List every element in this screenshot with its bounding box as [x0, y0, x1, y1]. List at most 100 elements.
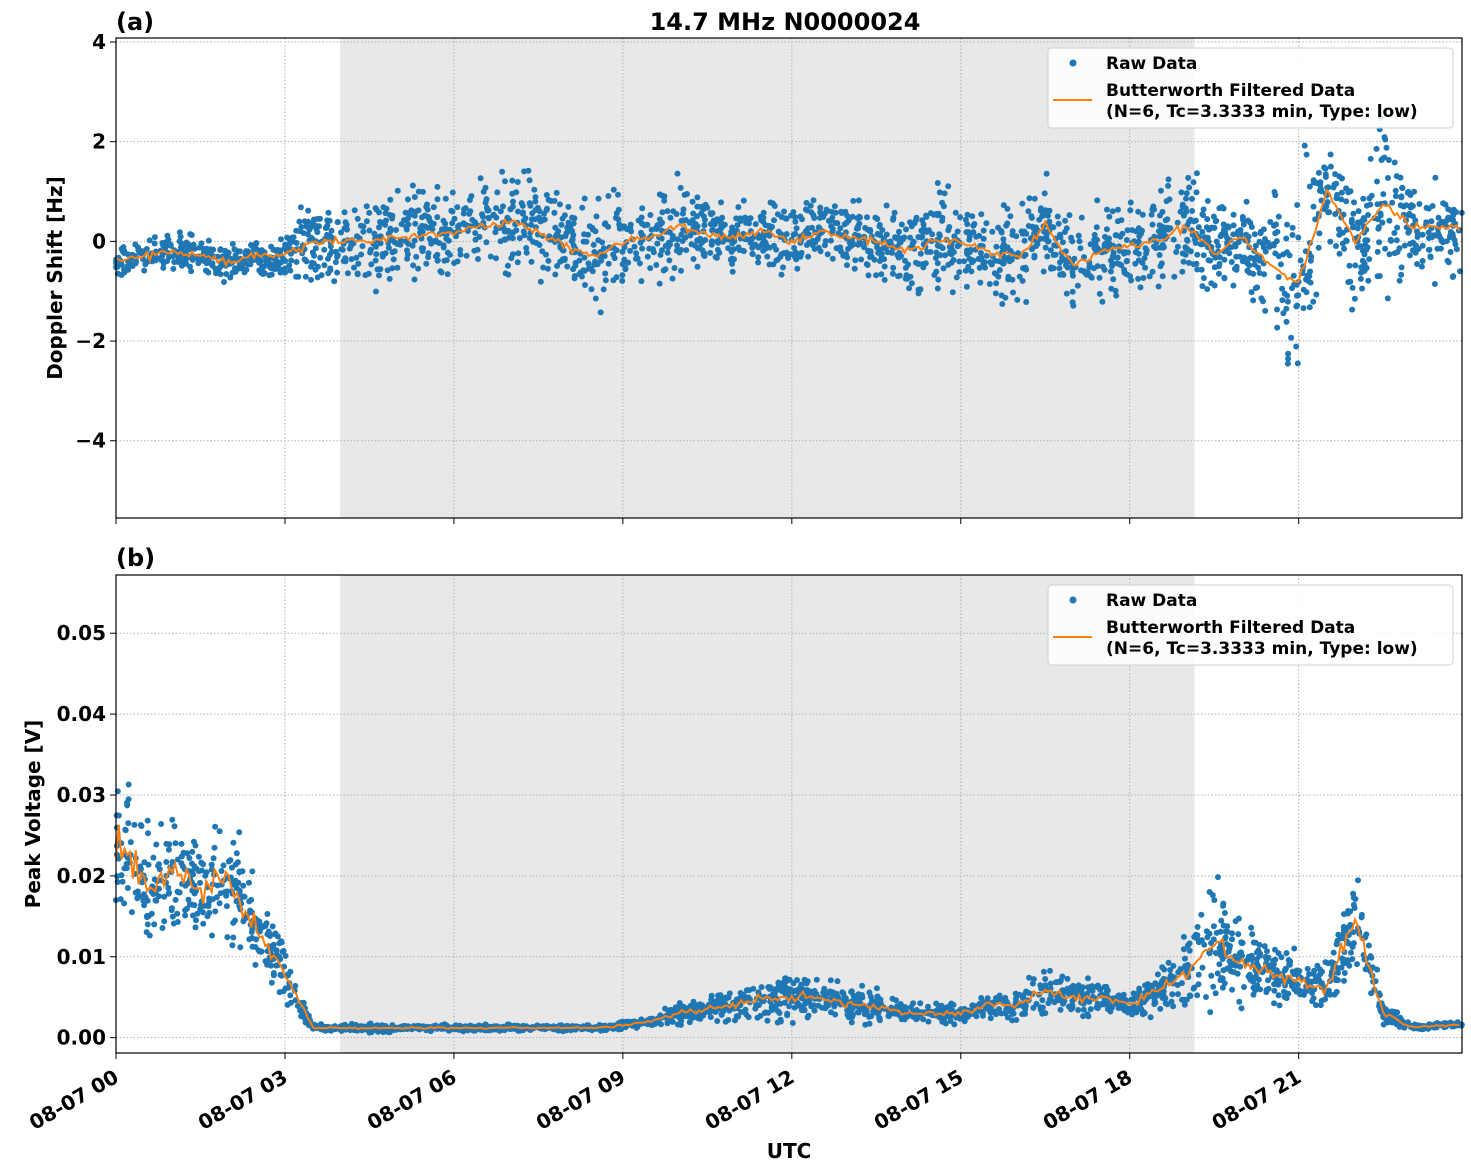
- raw-data-point: [1109, 260, 1116, 267]
- raw-data-point: [771, 217, 777, 224]
- raw-data-point: [1186, 184, 1193, 191]
- raw-data-point: [815, 1002, 822, 1009]
- raw-data-point: [1274, 324, 1281, 331]
- raw-data-point: [743, 1011, 750, 1018]
- raw-data-point: [273, 947, 280, 954]
- raw-data-point: [208, 866, 215, 873]
- raw-data-point: [1248, 289, 1255, 296]
- raw-data-point: [1309, 998, 1316, 1005]
- raw-data-point: [189, 848, 196, 855]
- raw-data-point: [1047, 247, 1054, 254]
- raw-data-point: [1301, 142, 1308, 149]
- raw-data-point: [162, 244, 169, 251]
- raw-data-point: [1077, 245, 1084, 252]
- raw-data-point: [881, 276, 888, 283]
- raw-data-point: [1263, 956, 1270, 963]
- raw-data-point: [1135, 238, 1142, 245]
- raw-data-point: [853, 997, 860, 1004]
- raw-data-point: [539, 248, 546, 255]
- raw-data-point: [725, 245, 732, 252]
- raw-data-point: [725, 1017, 732, 1023]
- raw-data-point: [674, 236, 681, 243]
- raw-data-point: [1291, 281, 1298, 288]
- raw-data-point: [269, 923, 276, 930]
- raw-data-point: [1225, 223, 1232, 230]
- raw-data-point: [1157, 263, 1164, 270]
- raw-data-point: [1332, 171, 1339, 178]
- raw-data-point: [742, 1006, 749, 1013]
- raw-data-point: [189, 901, 195, 908]
- raw-data-point: [390, 256, 397, 263]
- raw-data-point: [1336, 250, 1343, 257]
- raw-data-point: [246, 879, 252, 886]
- raw-data-point: [205, 901, 212, 908]
- raw-data-point: [1096, 274, 1103, 281]
- raw-data-point: [1275, 213, 1282, 220]
- raw-data-point: [1059, 239, 1066, 246]
- raw-data-point: [920, 264, 927, 271]
- raw-data-point: [798, 995, 805, 1002]
- raw-data-point: [1076, 238, 1083, 245]
- raw-data-point: [1398, 271, 1405, 278]
- raw-data-point: [686, 1019, 693, 1026]
- raw-data-point: [141, 267, 148, 274]
- raw-data-point: [1407, 204, 1414, 211]
- raw-data-point: [1157, 212, 1163, 219]
- raw-data-point: [1362, 237, 1369, 244]
- raw-data-point: [328, 248, 335, 255]
- raw-data-point: [237, 944, 244, 951]
- raw-data-point: [1157, 1005, 1164, 1012]
- raw-data-point: [1352, 262, 1359, 269]
- raw-data-point: [931, 272, 938, 278]
- raw-data-point: [855, 197, 862, 204]
- raw-data-point: [1261, 943, 1268, 950]
- raw-data-point: [702, 237, 709, 243]
- raw-data-point: [1069, 268, 1076, 275]
- raw-data-point: [998, 292, 1005, 299]
- raw-data-point: [368, 261, 375, 268]
- raw-data-point: [1367, 201, 1374, 208]
- raw-data-point: [1078, 214, 1085, 221]
- raw-data-point: [1224, 928, 1231, 935]
- raw-data-point: [1108, 285, 1115, 292]
- raw-data-point: [595, 195, 602, 202]
- raw-data-point: [1331, 181, 1338, 188]
- raw-data-point: [236, 265, 243, 272]
- raw-data-point: [1343, 238, 1350, 244]
- raw-data-point: [1161, 231, 1168, 238]
- raw-data-point: [1276, 1002, 1283, 1009]
- raw-data-point: [165, 239, 171, 246]
- raw-data-point: [1359, 257, 1366, 264]
- raw-data-point: [605, 193, 612, 199]
- raw-data-point: [810, 237, 817, 244]
- raw-data-point: [412, 208, 419, 215]
- raw-data-point: [1350, 224, 1356, 231]
- raw-data-point: [270, 943, 277, 950]
- raw-data-point: [1324, 199, 1331, 205]
- raw-data-point: [766, 985, 773, 992]
- raw-data-point: [832, 220, 839, 226]
- raw-data-point: [664, 208, 671, 215]
- raw-data-point: [1387, 236, 1394, 243]
- raw-data-point: [696, 1001, 703, 1008]
- raw-data-point: [1183, 190, 1190, 197]
- raw-data-point: [1216, 961, 1223, 968]
- raw-data-point: [775, 979, 782, 986]
- raw-data-point: [256, 267, 263, 274]
- axes-frame: [115, 37, 1463, 519]
- raw-data-point: [983, 220, 990, 227]
- raw-data-point: [822, 238, 829, 244]
- raw-data-point: [1158, 187, 1164, 194]
- raw-data-point: [1148, 211, 1155, 218]
- raw-data-point: [925, 1003, 931, 1010]
- raw-data-point: [1040, 968, 1047, 975]
- raw-data-point: [510, 198, 516, 205]
- raw-data-point: [595, 237, 602, 244]
- raw-data-point: [1275, 992, 1282, 999]
- raw-data-point: [1204, 934, 1211, 941]
- raw-data-point: [714, 1018, 721, 1024]
- raw-data-point: [1107, 268, 1114, 275]
- raw-data-point: [1240, 217, 1247, 224]
- raw-data-point: [865, 272, 872, 279]
- raw-data-point: [1253, 956, 1260, 962]
